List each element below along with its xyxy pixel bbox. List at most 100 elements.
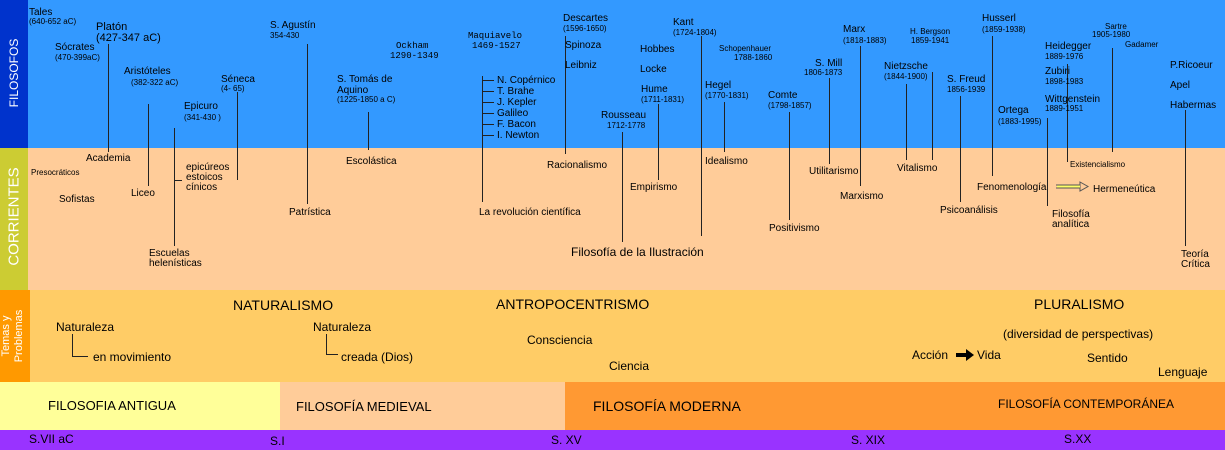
period-antigua-band [0,382,280,430]
scientist-copernico: N. Copérnico [497,75,556,86]
philosopher-marx-dates: (1818-1883) [843,36,887,45]
theme-naturaleza-1: Naturaleza [56,320,115,334]
philosopher-nietzsche: Nietzsche [884,61,928,72]
philosopher-seneca-dates: (4- 65) [221,84,245,93]
philosopher-tomas-line1: S. Tomás de [337,74,393,85]
line-ciencia [482,76,483,202]
century-xix: S. XIX [851,433,886,447]
philosopher-epicuro: Epicuro [184,101,218,112]
corrientes-label-bg [0,148,28,290]
philosopher-apel: Apel [1170,80,1191,91]
period-contemporanea: FILOSOFÍA CONTEMPORÁNEA [998,397,1175,411]
period-moderna: FILOSOFÍA MODERNA [593,398,741,414]
philosopher-wittgenstein: Wittgenstein [1045,94,1101,105]
philosopher-spinoza: Spinoza [565,40,602,51]
current-academia: Academia [86,153,131,164]
current-epicureos: epicúreos [186,162,230,173]
philosopher-freud: S. Freud [947,74,986,85]
line-platon [108,44,109,152]
philosopher-platon-dates: (427-347 aC) [96,32,161,44]
scientists-bracket-mid3 [482,113,494,114]
line-seneca [237,92,238,180]
scientists-bracket-top [482,80,494,81]
line-epicuro-tick [174,180,182,181]
philosopher-hobbes: Hobbes [640,44,675,55]
line-hegel [724,102,725,152]
bracket-creada-h [326,354,338,355]
century-xx: S.XX [1064,432,1092,446]
theme-antropocentrismo: ANTROPOCENTRISMO [496,296,650,312]
line-freud [960,96,961,202]
current-idealismo: Idealismo [705,156,748,167]
philosopher-zubiri-dates: 1898-1983 [1045,77,1084,86]
scientists-bracket-bottom [482,135,494,136]
scientist-brahe: T. Brahe [497,86,535,97]
scientists-bracket-mid2 [482,102,494,103]
philosopher-maquiavelo-dates: 1469-1527 [472,41,521,51]
current-vitalismo: Vitalismo [897,163,938,174]
current-presocraticos: Presocráticos [31,168,80,177]
theme-lenguaje: Lenguaje [1158,365,1208,379]
theme-creada: creada (Dios) [341,350,414,364]
line-husserl [992,36,993,176]
philosopher-schopenhauer: Schopenhauer [719,44,772,53]
current-helenisticas-line2: helenísticas [149,258,202,269]
philosopher-maquiavelo: Maquiavelo [468,31,523,41]
philosopher-kant-dates: (1724-1804) [673,28,717,37]
philosopher-heidegger-dates: 1889-1976 [1045,52,1084,61]
current-ilustracion: Filosofía de la Ilustración [571,245,704,259]
philosopher-hume: Hume [641,84,668,95]
philosopher-hegel: Hegel [705,80,732,91]
philosopher-mill: S. Mill [815,58,843,69]
philosopher-seneca: Séneca [221,74,255,85]
current-hermeneutica: Hermeneútica [1093,184,1156,195]
current-utilitarismo: Utilitarismo [809,166,859,177]
current-analitica-line1: Filosofía [1052,209,1090,220]
century-bar [0,430,1225,450]
current-analitica-line2: analítica [1052,219,1090,230]
current-critica-line2: Crítica [1181,259,1210,270]
current-psicoanalisis: Psicoanálisis [940,205,998,216]
scientists-bracket-mid4 [482,124,494,125]
philosopher-comte-dates: (1798-1857) [768,101,812,110]
philosopher-socrates: Sócrates [55,42,95,53]
philosopher-bergson: H. Bergson [910,27,951,36]
theme-vida: Vida [977,348,1001,362]
century-xv: S. XV [551,433,582,447]
philosopher-tales-dates: (640-652 aC) [29,17,77,26]
philosopher-tales: Tales [29,7,53,18]
scientist-galileo: Galileo [497,108,529,119]
philosopher-mill-dates: 1806-1873 [804,68,843,77]
philosopher-husserl-dates: (1859-1938) [982,25,1026,34]
line-tomas [368,112,369,150]
theme-sentido: Sentido [1087,351,1128,365]
philosopher-gadamer: Gadamer [1125,40,1159,49]
line-mill [829,78,830,164]
philosopher-ortega: Ortega [998,105,1029,116]
current-liceo: Liceo [131,188,155,199]
current-revolucion-cientifica: La revolución científica [479,207,581,218]
bracket-creada-v [326,334,327,354]
filosofos-band [0,0,1225,148]
bracket-movimiento-v [72,334,73,356]
scientists-bracket-mid1 [482,91,494,92]
line-epicuro [174,128,175,246]
philosopher-agustin-dates: 354-430 [270,31,300,40]
philosopher-wittgenstein-dates: 1889-1951 [1045,104,1084,113]
temas-label-bg [0,290,30,382]
filosofos-label-bg [0,0,28,148]
philosopher-sartre-dates: 1905-1980 [1092,30,1131,39]
century-vii-ac: S.VII aC [29,432,74,446]
theme-en-movimiento: en movimiento [93,350,172,364]
philosopher-hume-dates: (1711-1831) [641,95,684,104]
philosopher-tomas-line2: Aquino [337,85,369,96]
current-existencialismo: Existencialismo [1070,160,1126,169]
philosopher-comte: Comte [768,90,798,101]
scientist-newton: I. Newton [497,130,540,141]
period-antigua: FILOSOFIA ANTIGUA [48,398,176,413]
current-cinicos: cínicos [186,182,218,193]
philosopher-freud-dates: 1856-1939 [947,85,986,94]
arrow-fenomenologia-hermeneutica [1056,181,1090,192]
century-i: S.I [270,434,285,448]
philosopher-aristoteles-dates: (382-322 aC) [131,78,179,87]
